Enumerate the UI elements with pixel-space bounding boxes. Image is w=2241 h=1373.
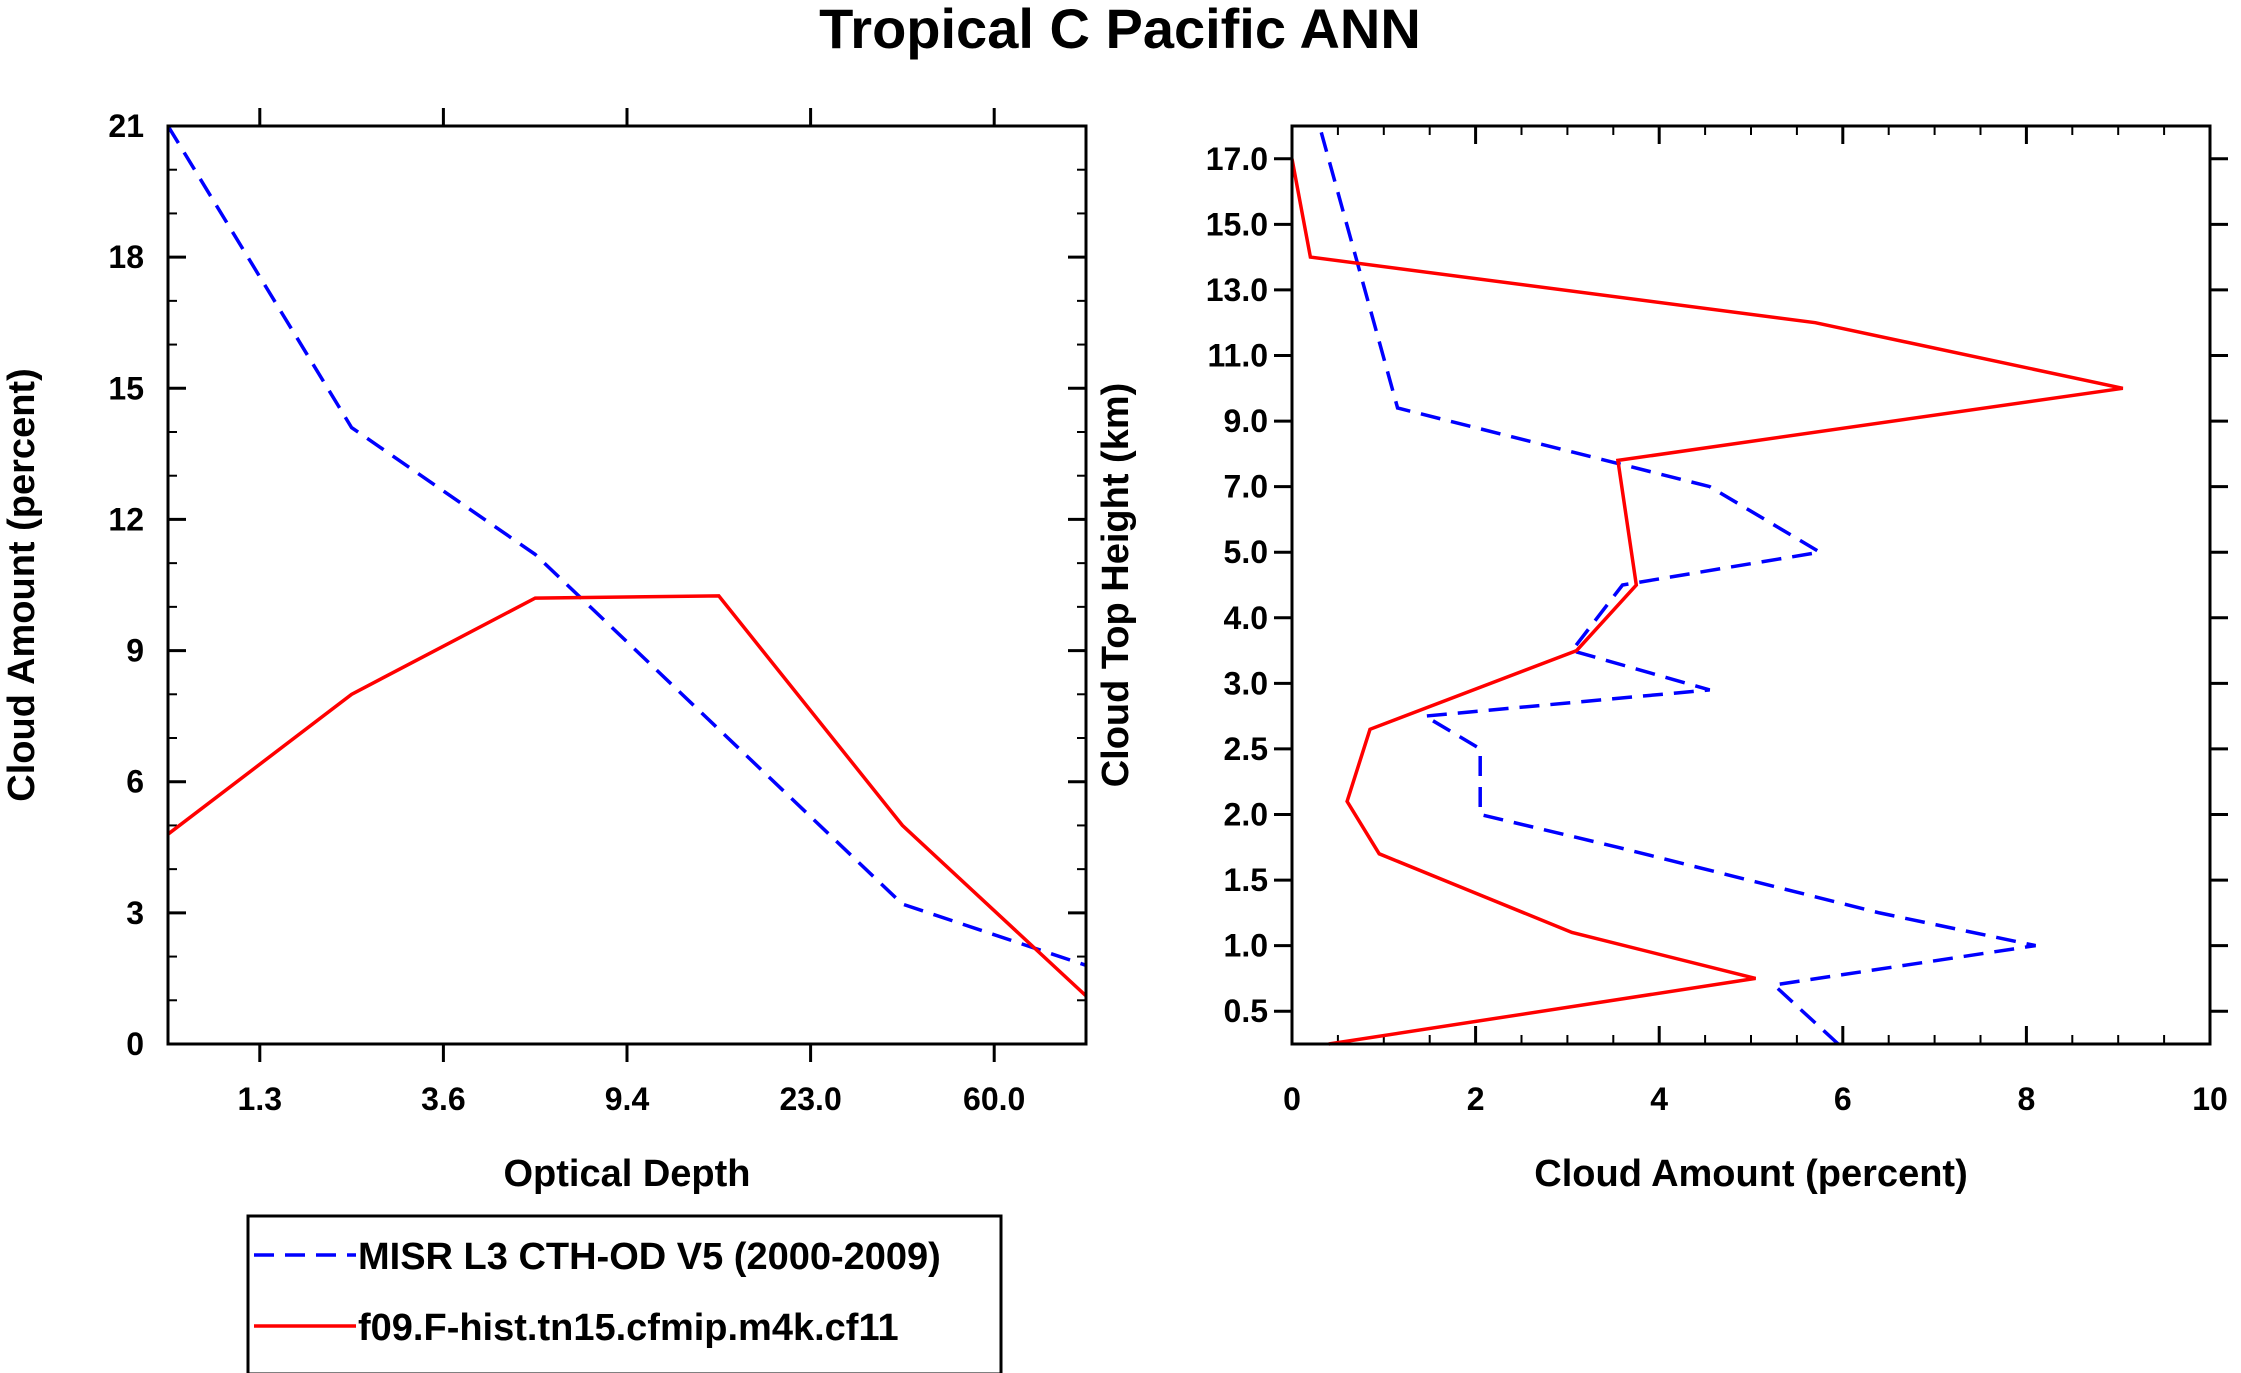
right-series-misr [1317, 125, 2036, 1046]
right-panel-xlabel: Cloud Amount (percent) [1534, 1153, 1967, 1195]
legend-label-model: f09.F-hist.tn15.cfmip.m4k.cf11 [358, 1307, 899, 1349]
right-series-model [1290, 158, 2124, 1046]
left-y-tick-label: 6 [126, 764, 144, 800]
left-panel-tick-labels: 0 3 6 9 12 15 18 21 1.3 3.6 9.4 23.0 60.0 [108, 108, 1025, 1117]
left-x-tick-label: 9.4 [605, 1081, 650, 1117]
legend-label-misr: MISR L3 CTH-OD V5 (2000-2009) [358, 1236, 941, 1278]
right-y-tick-label: 4.0 [1224, 600, 1268, 636]
right-y-tick-label: 1.0 [1224, 928, 1268, 964]
right-y-tick-label: 9.0 [1224, 403, 1268, 439]
left-y-tick-label: 3 [126, 895, 144, 931]
right-panel-ticks [1274, 126, 2228, 1044]
left-x-tick-label: 60.0 [963, 1081, 1025, 1117]
left-series-misr [166, 125, 1087, 967]
right-y-tick-label: 15.0 [1206, 206, 1268, 242]
right-y-tick-label: 17.0 [1206, 141, 1268, 177]
left-panel-series [166, 125, 1088, 998]
left-panel-ticks [168, 108, 1086, 1062]
right-x-tick-label: 2 [1467, 1081, 1485, 1117]
left-panel-ylabel: Cloud Amount (percent) [1, 368, 43, 801]
left-panel-xlabel: Optical Depth [503, 1153, 750, 1195]
left-y-tick-label: 15 [108, 370, 144, 406]
left-x-tick-label: 3.6 [421, 1081, 465, 1117]
right-y-tick-label: 13.0 [1206, 272, 1268, 308]
right-y-tick-label: 3.0 [1224, 665, 1268, 701]
right-panel-cloud-top-height: 0.5 1.0 1.5 2.0 2.5 3.0 4.0 5.0 7.0 9.0 11.0 13.0 15… [1095, 124, 2228, 1195]
right-x-tick-label: 4 [1650, 1081, 1668, 1117]
left-y-tick-label: 0 [126, 1026, 144, 1062]
right-x-tick-label: 6 [1834, 1081, 1852, 1117]
left-panel-frame [166, 124, 1088, 1046]
right-x-tick-label: 0 [1283, 1081, 1301, 1117]
right-y-tick-label: 2.0 [1224, 797, 1268, 833]
left-x-tick-label: 1.3 [238, 1081, 282, 1117]
right-y-tick-label: 5.0 [1224, 534, 1268, 570]
left-panel-optical-depth: 0 3 6 9 12 15 18 21 1.3 3.6 9.4 23.0 60.0 Optical De… [1, 108, 1088, 1195]
figure-title: Tropical C Pacific ANN [819, 0, 1421, 60]
right-y-tick-label: 11.0 [1207, 338, 1268, 374]
legend: MISR L3 CTH-OD V5 (2000-2009) f09.F-hist… [246, 1214, 1003, 1373]
right-y-tick-label: 1.5 [1224, 862, 1268, 898]
left-series-model [166, 594, 1088, 998]
right-y-tick-label: 2.5 [1224, 731, 1268, 767]
right-x-tick-label: 8 [2018, 1081, 2036, 1117]
left-y-tick-label: 12 [108, 501, 144, 537]
right-panel-tick-labels: 0.5 1.0 1.5 2.0 2.5 3.0 4.0 5.0 7.0 9.0 11.0 13.0 15… [1206, 141, 2228, 1117]
left-y-tick-label: 18 [108, 239, 144, 275]
left-y-tick-label: 9 [126, 633, 144, 669]
left-y-tick-label: 21 [108, 108, 144, 144]
right-y-tick-label: 0.5 [1224, 993, 1268, 1029]
left-x-tick-label: 23.0 [779, 1081, 841, 1117]
right-y-tick-label: 7.0 [1224, 469, 1268, 505]
right-panel-frame [1290, 124, 2212, 1046]
right-panel-ylabel: Cloud Top Height (km) [1095, 383, 1137, 788]
right-panel-series [1290, 125, 2124, 1046]
right-x-tick-label: 10 [2192, 1081, 2228, 1117]
legend-box [246, 1214, 1003, 1373]
